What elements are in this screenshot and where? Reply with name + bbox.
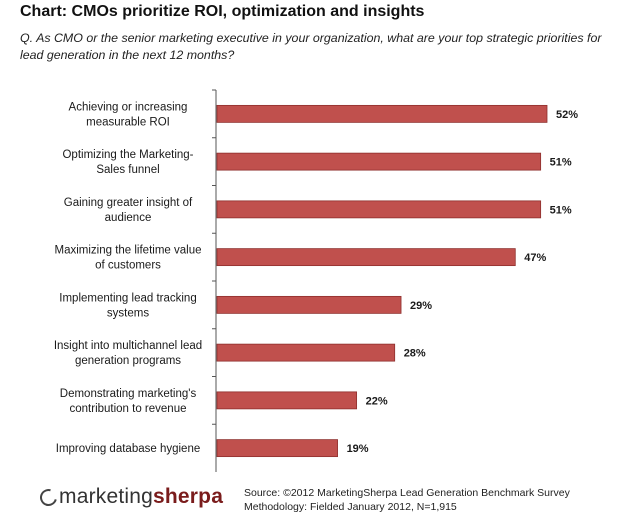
value-label: 51% <box>550 157 572 169</box>
bar <box>216 200 542 219</box>
category-label: Demonstrating marketing's contribution to… <box>60 388 197 415</box>
bar <box>216 104 548 123</box>
value-label: 28% <box>404 348 426 360</box>
value-label: 51% <box>550 204 572 216</box>
bar <box>216 439 338 458</box>
logo-swirl-icon <box>36 485 61 509</box>
value-label: 29% <box>410 300 432 312</box>
category-label: Gaining greater insight of audience <box>64 197 193 224</box>
category-label: Improving database hygiene <box>56 443 201 455</box>
bar <box>216 152 542 171</box>
survey-question: Q. As CMO or the senior marketing execut… <box>20 31 602 62</box>
bar <box>216 248 516 267</box>
marketingsherpa-logo: marketingsherpa <box>36 484 224 510</box>
value-label: 47% <box>524 252 546 264</box>
value-label: 22% <box>366 395 388 407</box>
methodology-line: Methodology: Fielded January 2012, N=1,9… <box>244 501 457 513</box>
chart-title: Chart: CMOs prioritize ROI, optimization… <box>20 3 425 20</box>
category-label: Maximizing the lifetime value of customer… <box>54 245 201 272</box>
logo-text-sherpa: sherpa <box>153 485 224 508</box>
category-label: Insight into multichannel lead generation… <box>54 340 202 367</box>
category-label: Implementing lead tracking systems <box>59 292 196 319</box>
source-line: Source: ©2012 MarketingSherpa Lead Gener… <box>244 487 570 499</box>
category-label: Achieving or increasing measurable ROI <box>69 101 188 128</box>
bar-chart: 52% Achieving or increasing measurable ROI… <box>54 89 578 472</box>
bar <box>216 343 396 362</box>
category-label: Optimizing the Marketing-Sales funnel <box>62 149 193 176</box>
bar <box>216 391 358 410</box>
logo-text-marketing: marketing <box>59 485 154 508</box>
source-note: Source: ©2012 MarketingSherpa Lead Gener… <box>244 486 570 514</box>
bar <box>216 295 402 314</box>
value-label: 52% <box>556 109 578 121</box>
value-label: 19% <box>347 443 369 455</box>
